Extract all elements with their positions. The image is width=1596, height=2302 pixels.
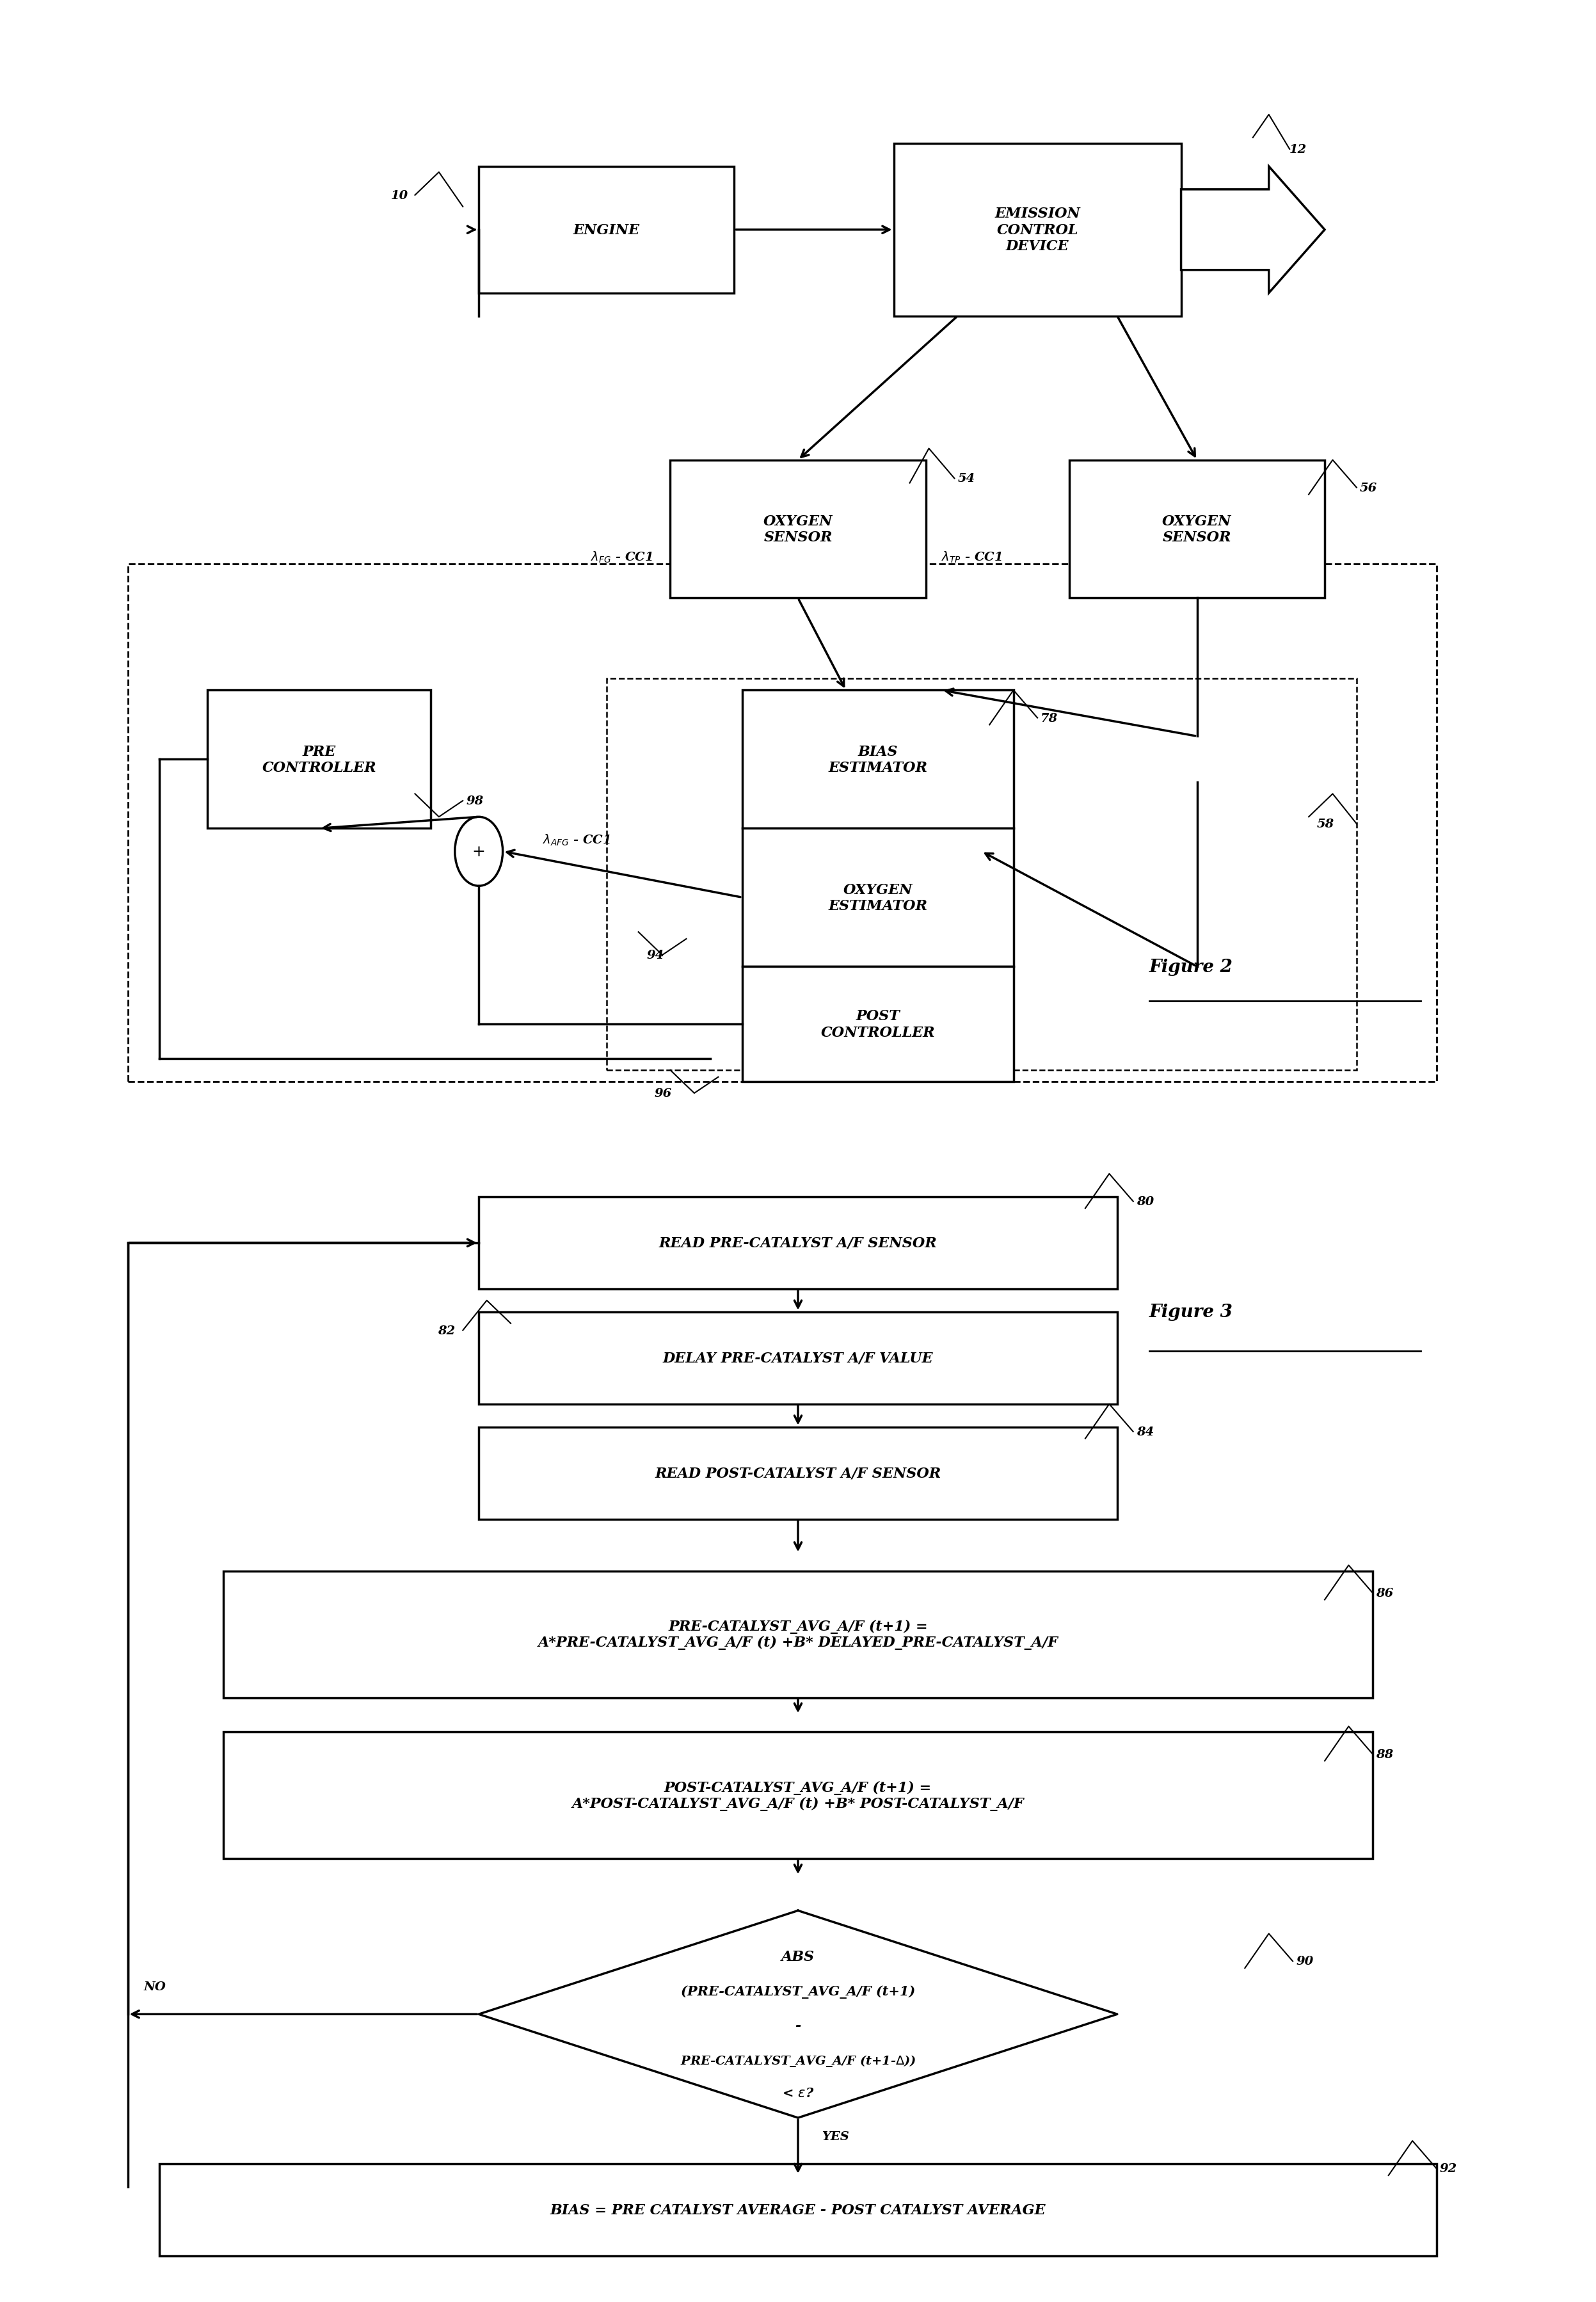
Bar xyxy=(223,1731,1373,1860)
Text: $\lambda_{FG}$ - CC1: $\lambda_{FG}$ - CC1 xyxy=(591,550,653,564)
Text: 96: 96 xyxy=(654,1087,672,1100)
Polygon shape xyxy=(479,1911,1117,2118)
Text: 58: 58 xyxy=(1317,817,1334,831)
Bar xyxy=(160,2164,1436,2256)
Text: 98: 98 xyxy=(466,794,484,808)
Text: OXYGEN
SENSOR: OXYGEN SENSOR xyxy=(763,513,833,546)
Bar xyxy=(606,679,1357,1070)
Text: Figure 3: Figure 3 xyxy=(1149,1303,1232,1321)
Text: PRE-CATALYST_AVG_A/F (t+1-$\Delta$)): PRE-CATALYST_AVG_A/F (t+1-$\Delta$)) xyxy=(680,2053,916,2067)
Text: 94: 94 xyxy=(646,948,664,962)
Text: EMISSION
CONTROL
DEVICE: EMISSION CONTROL DEVICE xyxy=(994,207,1080,253)
Text: < $\varepsilon$?: < $\varepsilon$? xyxy=(782,2086,814,2099)
Text: 10: 10 xyxy=(391,189,409,203)
Text: POST
CONTROLLER: POST CONTROLLER xyxy=(820,1008,935,1041)
Bar xyxy=(742,967,1013,1082)
Text: -: - xyxy=(795,2019,801,2033)
Text: Figure 2: Figure 2 xyxy=(1149,958,1232,976)
Text: (PRE-CATALYST_AVG_A/F (t+1): (PRE-CATALYST_AVG_A/F (t+1) xyxy=(681,1984,915,1998)
Bar xyxy=(742,829,1013,967)
Bar xyxy=(479,168,734,292)
Text: 82: 82 xyxy=(437,1324,455,1337)
Text: 88: 88 xyxy=(1376,1747,1393,1761)
Text: 54: 54 xyxy=(958,472,975,486)
FancyArrow shape xyxy=(1181,168,1325,292)
Bar xyxy=(207,691,431,829)
Bar xyxy=(1069,460,1325,599)
Bar xyxy=(479,1197,1117,1289)
Text: PRE
CONTROLLER: PRE CONTROLLER xyxy=(262,744,377,776)
Text: YES: YES xyxy=(822,2129,849,2143)
Text: 78: 78 xyxy=(1041,711,1058,725)
Text: $\lambda_{AFG}$ - CC1: $\lambda_{AFG}$ - CC1 xyxy=(543,833,610,847)
Bar xyxy=(223,1570,1373,1699)
Text: OXYGEN
ESTIMATOR: OXYGEN ESTIMATOR xyxy=(828,882,927,914)
Text: PRE-CATALYST_AVG_A/F (t+1) =
A*PRE-CATALYST_AVG_A/F (t) +B* DELAYED_PRE-CATALYST: PRE-CATALYST_AVG_A/F (t+1) = A*PRE-CATAL… xyxy=(538,1618,1058,1651)
Bar xyxy=(128,564,1436,1082)
Text: 90: 90 xyxy=(1296,1954,1314,1968)
Text: ABS: ABS xyxy=(782,1950,814,1964)
Text: 56: 56 xyxy=(1360,481,1377,495)
Bar xyxy=(479,1312,1117,1404)
Text: 92: 92 xyxy=(1440,2162,1457,2175)
Text: 80: 80 xyxy=(1136,1195,1154,1209)
Text: $\lambda_{TP}$ - CC1: $\lambda_{TP}$ - CC1 xyxy=(942,550,1002,564)
Text: READ PRE-CATALYST A/F SENSOR: READ PRE-CATALYST A/F SENSOR xyxy=(659,1236,937,1250)
Text: BIAS = PRE CATALYST AVERAGE - POST CATALYST AVERAGE: BIAS = PRE CATALYST AVERAGE - POST CATAL… xyxy=(551,2203,1045,2217)
Text: NO: NO xyxy=(144,1980,166,1994)
Text: 84: 84 xyxy=(1136,1425,1154,1439)
Text: POST-CATALYST_AVG_A/F (t+1) =
A*POST-CATALYST_AVG_A/F (t) +B* POST-CATALYST_A/F: POST-CATALYST_AVG_A/F (t+1) = A*POST-CAT… xyxy=(571,1779,1025,1812)
Bar xyxy=(742,691,1013,829)
Text: 12: 12 xyxy=(1290,143,1307,157)
Text: +: + xyxy=(472,845,485,859)
Bar xyxy=(894,143,1181,315)
Bar xyxy=(479,1427,1117,1519)
Text: ENGINE: ENGINE xyxy=(573,223,640,237)
Text: READ POST-CATALYST A/F SENSOR: READ POST-CATALYST A/F SENSOR xyxy=(654,1466,942,1480)
Text: DELAY PRE-CATALYST A/F VALUE: DELAY PRE-CATALYST A/F VALUE xyxy=(662,1351,934,1365)
Bar xyxy=(670,460,926,599)
Text: BIAS
ESTIMATOR: BIAS ESTIMATOR xyxy=(828,744,927,776)
Text: OXYGEN
SENSOR: OXYGEN SENSOR xyxy=(1162,513,1232,546)
Text: 86: 86 xyxy=(1376,1586,1393,1600)
